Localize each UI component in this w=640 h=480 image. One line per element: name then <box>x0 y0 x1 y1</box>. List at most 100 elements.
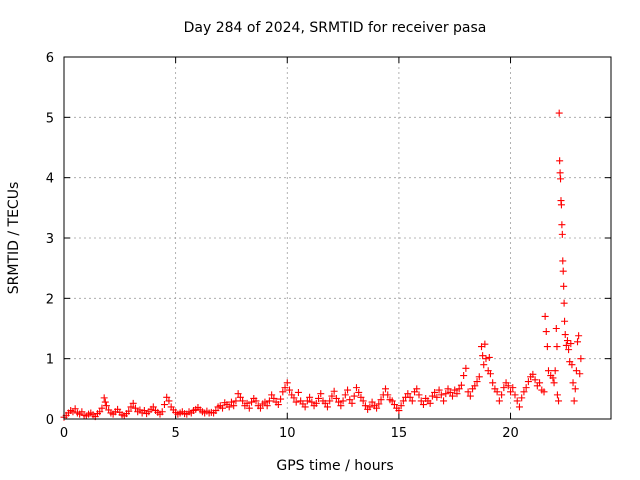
data-point <box>551 367 559 375</box>
data-point <box>332 394 340 402</box>
chart-title: Day 284 of 2024, SRMTID for receiver pas… <box>184 20 487 36</box>
data-point <box>557 201 565 209</box>
data-point <box>317 390 325 398</box>
data-point <box>397 402 405 410</box>
data-point <box>457 381 465 389</box>
data-point <box>382 385 390 393</box>
x-tick-label: 5 <box>171 426 179 441</box>
data-point <box>219 404 227 412</box>
data-point <box>562 341 570 349</box>
data-point <box>78 408 86 416</box>
data-point <box>101 398 109 406</box>
data-point <box>558 221 566 229</box>
data-point <box>471 382 479 390</box>
data-point <box>355 388 363 396</box>
data-point <box>384 391 392 399</box>
data-point <box>390 401 398 409</box>
data-point <box>552 325 560 332</box>
data-point <box>277 395 285 403</box>
data-point <box>279 388 287 396</box>
data-point <box>335 398 343 406</box>
data-point <box>306 393 314 401</box>
data-point <box>100 394 108 402</box>
data-point <box>281 384 289 392</box>
data-point <box>315 394 323 402</box>
data-point <box>283 379 291 387</box>
data-point <box>536 379 544 387</box>
data-point <box>285 386 293 394</box>
data-point <box>243 399 251 407</box>
data-point <box>352 384 360 392</box>
data-point <box>498 391 506 399</box>
data-point <box>368 398 376 406</box>
data-point <box>227 398 235 406</box>
data-point <box>435 386 443 394</box>
data-point <box>561 331 569 339</box>
data-point <box>460 372 468 380</box>
data-point <box>480 361 488 369</box>
data-point <box>248 398 256 406</box>
x-tick-label: 20 <box>502 426 519 441</box>
data-point <box>341 391 349 399</box>
data-point <box>415 391 423 399</box>
data-point <box>507 388 515 396</box>
data-point <box>568 361 576 369</box>
data-point <box>165 397 173 405</box>
data-point <box>559 257 567 265</box>
data-point <box>485 353 493 361</box>
data-point <box>570 397 578 405</box>
data-point <box>212 407 220 415</box>
data-point <box>323 403 331 411</box>
data-point <box>366 403 374 411</box>
data-point <box>326 397 334 405</box>
data-point <box>571 385 579 393</box>
data-point <box>522 384 530 392</box>
data-point <box>466 392 474 400</box>
data-point <box>290 394 298 402</box>
data-point <box>575 332 583 340</box>
data-point <box>520 388 528 396</box>
data-point <box>569 379 577 387</box>
data-point <box>274 401 282 409</box>
data-point <box>437 391 445 399</box>
data-point <box>252 397 260 405</box>
data-point <box>462 364 470 372</box>
data-point <box>129 399 137 407</box>
data-point <box>531 376 539 384</box>
data-point <box>560 282 568 290</box>
data-point <box>555 109 563 117</box>
data-point <box>321 399 329 407</box>
data-point <box>408 397 416 405</box>
data-point <box>308 398 316 406</box>
data-point <box>556 157 564 165</box>
data-point <box>544 367 552 375</box>
y-axis-label: SRMTID / TECUs <box>6 182 22 295</box>
x-axis-label: GPS time / hours <box>276 458 393 474</box>
data-point <box>500 384 508 392</box>
data-point <box>373 404 381 412</box>
data-point <box>102 402 110 410</box>
data-point <box>359 397 367 405</box>
data-point <box>348 399 356 407</box>
data-point <box>265 397 273 405</box>
y-tick-label: 6 <box>46 51 54 66</box>
data-point <box>513 397 521 405</box>
data-point <box>448 392 456 400</box>
data-point <box>292 398 300 406</box>
data-point <box>433 393 441 401</box>
data-point <box>163 393 171 401</box>
y-tick-label: 2 <box>46 292 54 307</box>
data-point <box>574 338 582 346</box>
data-point <box>482 355 490 363</box>
data-point <box>344 386 352 394</box>
data-point <box>312 399 320 407</box>
data-point <box>479 352 487 360</box>
data-point <box>555 397 563 405</box>
data-point <box>542 328 550 336</box>
data-point <box>395 407 403 415</box>
data-point <box>577 355 585 363</box>
data-point <box>473 378 481 386</box>
data-point <box>550 379 558 387</box>
data-point <box>511 391 519 399</box>
